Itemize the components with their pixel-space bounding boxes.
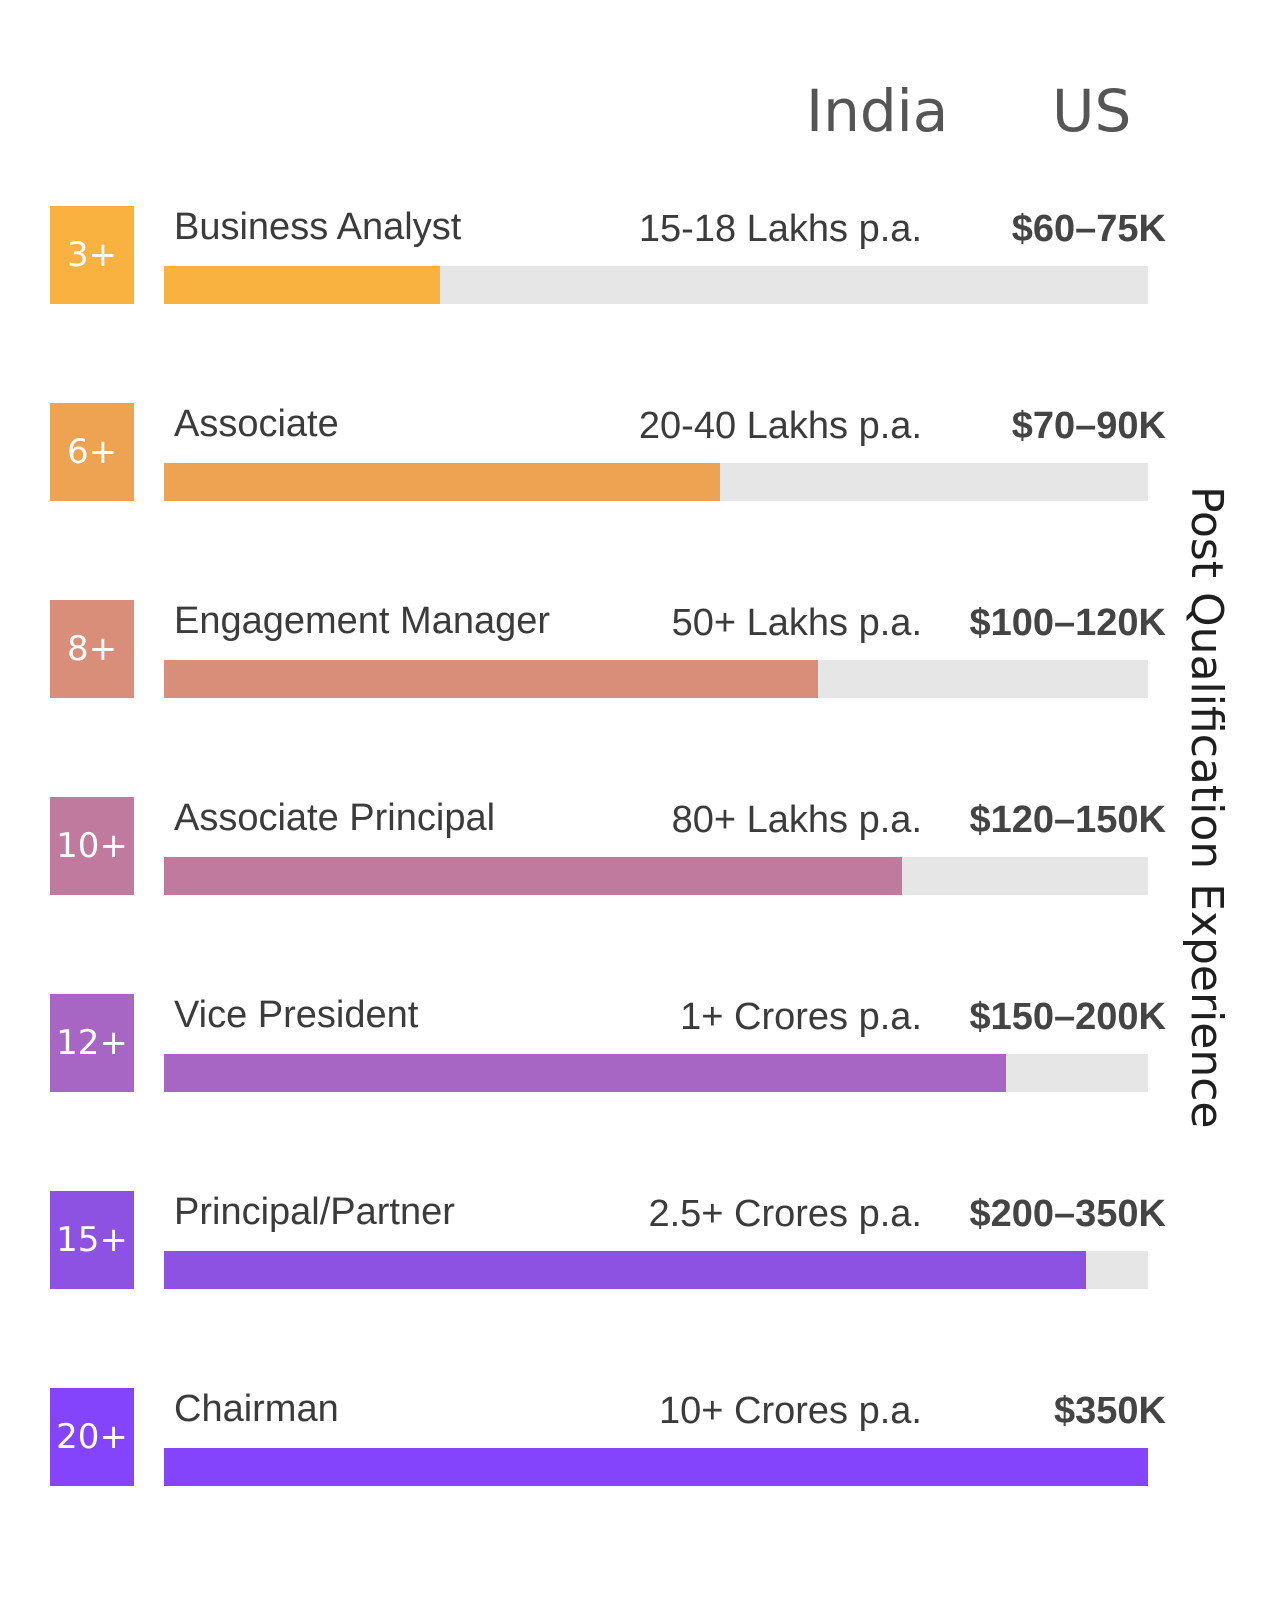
bar-track bbox=[164, 463, 1148, 501]
bar-fill bbox=[164, 1251, 1086, 1289]
role-label: Engagement Manager bbox=[174, 600, 551, 642]
india-column-header: India bbox=[806, 77, 949, 145]
bar-row: 15+ Principal/Partner 2.5+ Crores p.a. $200… bbox=[0, 1191, 1284, 1291]
experience-badge: 15+ bbox=[50, 1191, 134, 1289]
role-label: Associate Principal bbox=[174, 797, 496, 839]
india-salary-label: 50+ Lakhs p.a. bbox=[671, 602, 922, 644]
india-salary-label: 80+ Lakhs p.a. bbox=[671, 799, 922, 841]
us-salary-label: $60–75K bbox=[1011, 208, 1166, 250]
experience-badge: 20+ bbox=[50, 1388, 134, 1486]
us-salary-label: $200–350K bbox=[969, 1193, 1166, 1235]
india-salary-label: 2.5+ Crores p.a. bbox=[648, 1193, 922, 1235]
us-salary-label: $120–150K bbox=[969, 799, 1166, 841]
bar-track bbox=[164, 660, 1148, 698]
experience-badge: 8+ bbox=[50, 600, 134, 698]
india-salary-label: 1+ Crores p.a. bbox=[680, 996, 922, 1038]
us-column-header: US bbox=[1052, 77, 1132, 145]
bar-row: 10+ Associate Principal 80+ Lakhs p.a. $120… bbox=[0, 797, 1284, 897]
bar-fill bbox=[164, 1054, 1006, 1092]
bar-row: 12+ Vice President 1+ Crores p.a. $150–200K bbox=[0, 994, 1284, 1094]
bar-fill bbox=[164, 857, 902, 895]
bar-track bbox=[164, 1448, 1148, 1486]
role-label: Principal/Partner bbox=[174, 1191, 455, 1233]
role-label: Associate bbox=[174, 403, 339, 445]
role-label: Chairman bbox=[174, 1388, 339, 1430]
india-salary-label: 20-40 Lakhs p.a. bbox=[638, 405, 922, 447]
role-label: Vice President bbox=[174, 994, 419, 1036]
us-salary-label: $150–200K bbox=[969, 996, 1166, 1038]
bar-track bbox=[164, 1251, 1148, 1289]
bar-fill bbox=[164, 660, 818, 698]
us-salary-label: $350K bbox=[1054, 1390, 1166, 1432]
experience-badge: 6+ bbox=[50, 403, 134, 501]
experience-badge: 3+ bbox=[50, 206, 134, 304]
bar-row: 20+ Chairman 10+ Crores p.a. $350K bbox=[0, 1388, 1284, 1488]
axis-label: Post Qualification Experience bbox=[1181, 486, 1232, 1129]
experience-badge: 10+ bbox=[50, 797, 134, 895]
bar-row: 3+ Business Analyst 15-18 Lakhs p.a. $60–75… bbox=[0, 206, 1284, 306]
role-label: Business Analyst bbox=[174, 206, 462, 248]
bar-fill bbox=[164, 463, 720, 501]
experience-badge: 12+ bbox=[50, 994, 134, 1092]
us-salary-label: $70–90K bbox=[1011, 405, 1166, 447]
bar-track bbox=[164, 857, 1148, 895]
bar-fill bbox=[164, 1448, 1148, 1486]
bar-track bbox=[164, 1054, 1148, 1092]
bar-track bbox=[164, 266, 1148, 304]
us-salary-label: $100–120K bbox=[969, 602, 1166, 644]
india-salary-label: 10+ Crores p.a. bbox=[659, 1390, 922, 1432]
bar-row: 8+ Engagement Manager 50+ Lakhs p.a. $100–1… bbox=[0, 600, 1284, 700]
bar-fill bbox=[164, 266, 440, 304]
bar-row: 6+ Associate 20-40 Lakhs p.a. $70–90K bbox=[0, 403, 1284, 503]
india-salary-label: 15-18 Lakhs p.a. bbox=[638, 208, 922, 250]
